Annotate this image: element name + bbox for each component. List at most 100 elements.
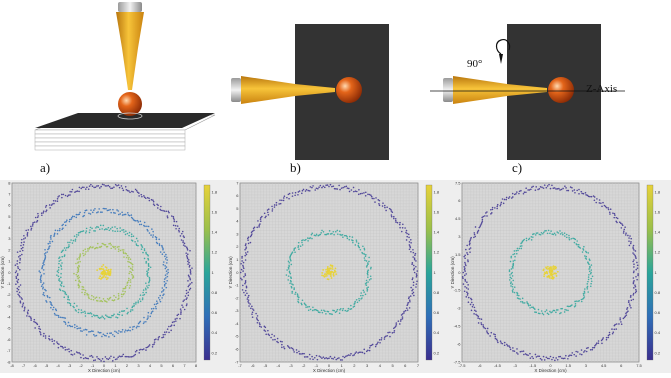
colorbar-tick-label: 0.4 [434,330,440,335]
colorbar-tick-label: 0.2 [212,350,218,355]
probe-vertical-illustration [34,2,216,151]
x-tick-label: 7 [417,363,420,368]
scan-ring-2 [285,229,372,316]
plot-area [11,182,197,363]
x-tick-label: -3 [68,363,72,368]
x-tick-label: -7.5 [459,363,467,368]
y-tick-label: -4 [235,321,239,326]
panel-a-label: a) [40,160,51,175]
x-tick-label: 3 [585,363,588,368]
y-tick-label: -2 [7,292,11,297]
scan-ring-1 [239,183,418,361]
y-tick-label: -7.5 [454,359,462,364]
x-tick-label: -6 [478,363,482,368]
y-tick-label: 3 [458,234,461,239]
y-tick-label: 3 [8,236,11,241]
probe-horizontal-illustration [231,24,389,160]
y-tick-label: -6 [7,337,11,342]
colorbar-tick-label: 1.4 [434,230,440,235]
y-tick-label: 4 [236,219,239,224]
y-axis-title: Y Direction (cm) [228,256,233,289]
x-tick-label: 0 [549,363,552,368]
y-tick-label: -6 [457,341,461,346]
scan-plot-2: -7 -6 -5 -4 -3 -2 -1 0 1 2 3 4 5 6 7 7 6 5 4 3 2 1 0 -1 -2 -3 -4 -5… [228,180,450,378]
scan-center [96,264,112,281]
colorbar-tick-label: 1.6 [212,209,218,214]
colorbar-tick-label: 0.4 [212,330,218,335]
scan-ring-1 [461,183,639,362]
colorbar-tick-label: 0.4 [655,330,661,335]
y-tick-label: -4 [7,315,11,320]
rotation-angle-label: 90° [467,58,483,70]
colorbar-tick-label: 0.2 [434,350,440,355]
x-tick-label: -2 [302,363,306,368]
colorbar [646,184,654,361]
x-tick-label: 8 [195,363,198,368]
colorbar-tick-label: 1.2 [434,250,440,255]
plot-area [239,182,419,363]
probe-z-axis-illustration [430,24,625,160]
y-tick-label: 1 [236,257,239,262]
scan-ring-4 [73,242,135,303]
y-tick-label: 7.5 [455,180,461,185]
y-tick-label: -3 [7,303,11,308]
colorbar-tick-label: 0.8 [212,290,218,295]
y-tick-label: 1.5 [455,252,461,257]
y-tick-label: 1 [8,259,11,264]
colorbar-tick-label: 1.4 [212,230,218,235]
x-axis-title: X Direction (cm) [88,368,121,373]
x-tick-label: -5 [45,363,49,368]
x-tick-label: 0 [328,363,331,368]
y-axis-title: Y Direction (cm) [450,256,455,289]
scan-plot-1: -8 -7 -6 -5 -4 -3 -2 -1 0 1 2 3 4 5 6 7 8 8 7 6 5 4 3 2 1 0 -1 -2 -3… [0,180,228,378]
y-tick-label: 7 [8,191,11,196]
colorbar-tick-label: 1.2 [212,250,218,255]
y-tick-label: 0 [8,270,11,275]
y-tick-label: 6 [458,198,461,203]
x-tick-label: 1.5 [565,363,571,368]
y-tick-label: -5 [235,334,239,339]
x-tick-label: -4 [56,363,60,368]
y-tick-label: 4.5 [455,216,461,221]
x-tick-label: 6 [620,363,623,368]
y-tick-label: -1 [235,283,239,288]
y-tick-label: -3 [235,308,239,313]
scan-ring-3 [56,224,152,320]
y-tick-label: -1.5 [454,288,462,293]
x-tick-label: 3 [366,363,369,368]
x-tick-label: -3 [513,363,517,368]
x-tick-label: -6 [251,363,255,368]
scan-center [321,264,338,281]
z-axis-label: Z-Axis [586,83,618,95]
y-tick-label: 5 [8,214,11,219]
x-tick-label: 4 [379,363,382,368]
scan-ring-1 [14,183,193,363]
y-tick-label: -7 [235,359,239,364]
scan-ring-2 [38,207,170,338]
colorbar-tick-label: 1 [212,270,215,275]
colorbar-tick-label: 1.6 [434,209,440,214]
x-tick-label: -8 [10,363,14,368]
colorbar-tick-label: 0.8 [655,290,661,295]
colorbar-tick-label: 1.4 [655,230,661,235]
x-axis-title: X Direction (cm) [534,368,567,373]
x-tick-label: 6 [404,363,407,368]
y-tick-label: 2 [8,247,11,252]
x-tick-label: 5 [391,363,394,368]
scan-ring-2 [508,229,594,316]
x-tick-label: 7.5 [636,363,642,368]
x-tick-label: -3 [289,363,293,368]
colorbar-tick-label: 0.2 [655,350,661,355]
colorbar-tick-label: 1 [434,270,437,275]
x-tick-label: 7 [183,363,186,368]
y-axis-title: Y Direction (cm) [0,256,5,289]
x-tick-label: -2 [79,363,83,368]
y-tick-label: 0 [458,270,461,275]
y-tick-label: 7 [236,180,239,185]
x-tick-label: 3 [137,363,140,368]
colorbar-tick-label: 1.8 [655,189,661,194]
y-tick-label: 8 [8,180,11,185]
y-tick-label: -5 [7,326,11,331]
y-tick-label: -4.5 [454,324,462,329]
y-tick-label: 3 [236,231,239,236]
